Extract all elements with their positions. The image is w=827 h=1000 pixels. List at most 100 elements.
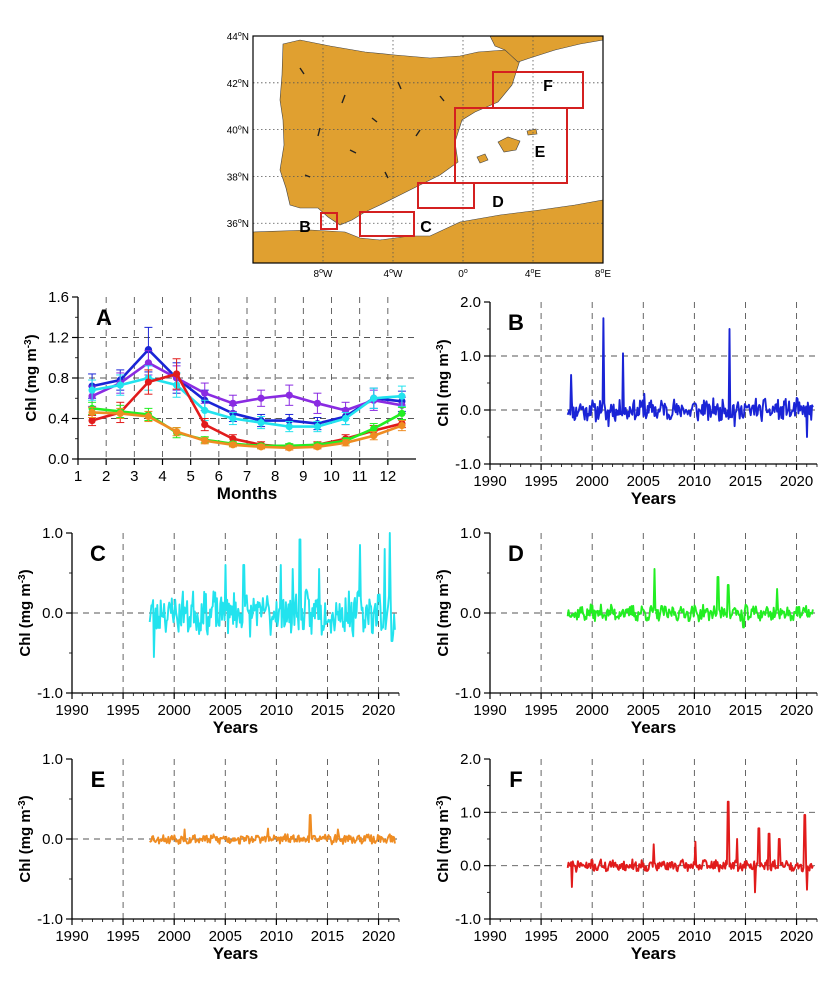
map-lat-value: 44: [227, 32, 239, 43]
map-degree-sign: o: [600, 268, 604, 275]
y-axis-title: Chl (mg m-3): [17, 795, 34, 882]
map-lon-value: 4: [525, 269, 531, 280]
y-tick-label: 1.0: [42, 525, 63, 542]
data-point: [172, 428, 181, 436]
map-river: [341, 94, 346, 104]
data-point: [144, 412, 153, 421]
y-axis-title-sup: -3: [23, 339, 34, 348]
data-point: [341, 439, 350, 447]
data-point: [313, 443, 322, 451]
y-tick-label: -1.0: [455, 685, 481, 702]
data-point: [144, 378, 153, 386]
x-tick-label: 5: [186, 468, 194, 485]
series-line: [91, 347, 403, 425]
x-tick-label: 2005: [627, 702, 660, 719]
anomaly-series-line: [148, 532, 396, 658]
x-axis-title: Years: [631, 718, 676, 737]
x-tick-label: 1990: [473, 928, 506, 945]
y-tick-label: 1.0: [460, 348, 481, 365]
anomaly-series-line: [566, 317, 814, 438]
data-point: [370, 432, 378, 440]
x-tick-label: 2010: [260, 702, 293, 719]
data-point: [398, 392, 406, 400]
map-lon-value: 8: [595, 269, 601, 280]
panel-label: E: [91, 767, 106, 792]
data-point: [201, 406, 209, 414]
x-axis-title: Months: [217, 484, 277, 503]
map-river: [371, 117, 378, 123]
y-tick-label: 2.0: [460, 294, 481, 311]
map-land-ibiza: [476, 153, 489, 164]
map-lat-hemisphere: N: [242, 126, 249, 137]
y-axis-title-sup: -3: [435, 574, 446, 583]
y-tick-label: 1.0: [460, 804, 481, 821]
x-tick-label: 1990: [473, 702, 506, 719]
y-tick-label: -1.0: [37, 685, 63, 702]
x-tick-label: 2015: [729, 928, 762, 945]
y-tick-label: 0.0: [42, 605, 63, 622]
data-point: [201, 389, 209, 397]
x-tick-label: 2000: [576, 702, 609, 719]
map-lat-hemisphere: N: [242, 172, 249, 183]
x-tick-label: 2000: [576, 473, 609, 490]
data-point: [341, 414, 350, 423]
data-point: [144, 359, 153, 367]
series-c: [88, 365, 406, 433]
x-axis-title: Years: [631, 489, 676, 508]
map-lon-tick-label: 4oW: [384, 268, 403, 280]
x-tick-label: 2020: [780, 473, 813, 490]
data-point: [398, 409, 406, 418]
y-axis-title-main: Chl (mg m: [17, 809, 34, 882]
y-axis-title-end: ): [435, 795, 452, 800]
map-lon-tick-label: 8oW: [314, 268, 333, 280]
x-tick-label: 2000: [158, 702, 191, 719]
x-tick-label: 6: [215, 468, 223, 485]
data-point: [88, 386, 96, 394]
x-tick-label: 2020: [780, 928, 813, 945]
map-lon-hemisphere: E: [604, 269, 611, 280]
panel-f-timeseries-chart: 1990 1995 2000 2005 2010 2015 2020 -1.0 0.0 1.0 2.…: [435, 751, 818, 963]
x-tick-label: 2005: [209, 928, 242, 945]
y-tick-label: -1.0: [455, 911, 481, 928]
x-tick-label: 1: [74, 468, 82, 485]
map-degree-sign: o: [530, 268, 534, 275]
map-frame: [252, 35, 604, 264]
y-axis-title-main: Chl (mg m: [23, 348, 40, 421]
y-tick-label: 0.4: [48, 411, 69, 428]
map-lon-hemisphere: E: [534, 269, 541, 280]
y-tick-label: 2.0: [460, 751, 481, 768]
panel-label: F: [509, 767, 522, 792]
map-lat-hemisphere: N: [242, 32, 249, 43]
y-axis-title-main: Chl (mg m: [435, 353, 452, 426]
data-point: [229, 399, 237, 407]
map-lon-hemisphere: W: [393, 269, 403, 280]
x-tick-label: 1995: [524, 702, 557, 719]
map-lon-tick-label: 0o: [458, 268, 468, 280]
map-river: [349, 149, 357, 154]
y-axis-title-sup: -3: [435, 800, 446, 809]
map-lon-value: 4: [384, 269, 390, 280]
x-tick-label: 2010: [678, 928, 711, 945]
x-tick-label: 2010: [678, 473, 711, 490]
x-tick-label: 1995: [106, 702, 139, 719]
y-axis-title: Chl (mg m-3): [435, 569, 452, 656]
data-point: [229, 441, 237, 449]
map-degree-sign: o: [319, 268, 323, 275]
y-tick-label: 1.0: [42, 751, 63, 768]
x-tick-label: 1995: [106, 928, 139, 945]
data-point: [88, 408, 96, 417]
y-axis-title-end: ): [17, 569, 34, 574]
map-land-iberia: [279, 39, 521, 226]
map-river: [299, 67, 305, 75]
x-tick-label: 1990: [473, 473, 506, 490]
y-tick-label: 0.0: [48, 451, 69, 468]
map-degree-sign: o: [238, 218, 242, 225]
data-point: [116, 381, 124, 389]
map-lat-value: 40: [227, 126, 239, 137]
y-axis-title-main: Chl (mg m: [17, 583, 34, 656]
data-point: [144, 346, 153, 354]
data-point: [229, 414, 237, 423]
map-degree-sign: o: [238, 171, 242, 178]
